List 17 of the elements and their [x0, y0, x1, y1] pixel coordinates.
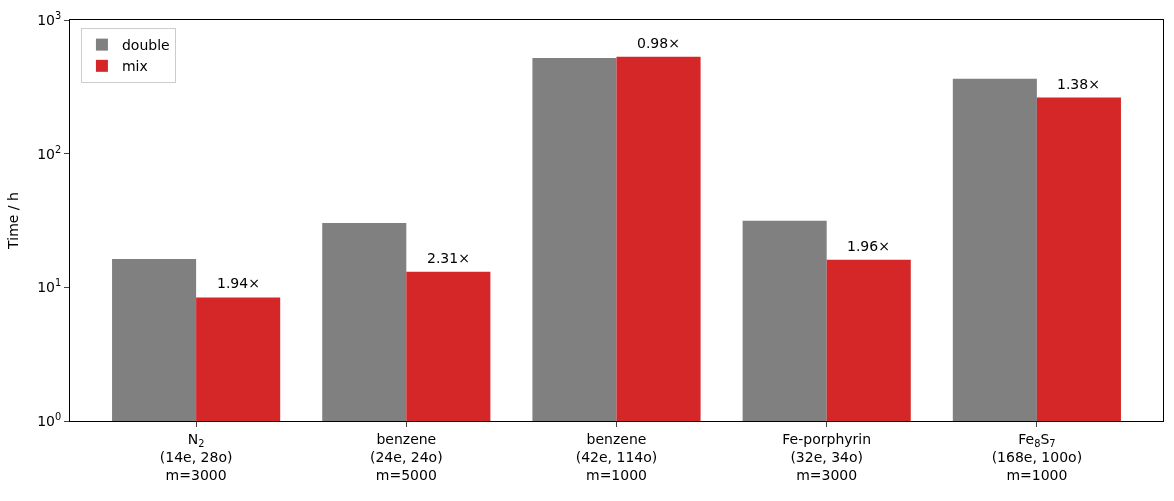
y-tick-label: 10$^{0}$ — [37, 411, 62, 429]
legend-label: double — [121, 37, 170, 54]
x-tick-label: Fe-porphyrin (32e, 34o) m=3000 — [782, 430, 872, 484]
y-tick-label: 10$^{1}$ — [37, 277, 62, 296]
annotation: 2.31× — [427, 250, 470, 266]
y-tick-label: 10$^{2}$ — [37, 143, 62, 162]
annotation: 1.96× — [847, 238, 890, 254]
annotation: 1.38× — [1057, 76, 1100, 92]
x-tick-label: N$_{2}$ (14e, 28o) m=3000 — [159, 430, 233, 484]
annotation: 0.98× — [637, 35, 680, 51]
x-tick-label: benzene (42e, 114o) m=1000 — [575, 430, 658, 484]
x-tick-label: Fe$_{8}$S$_{7}$ (168e, 100o) m=1000 — [991, 430, 1083, 484]
legend-label: mix — [121, 58, 148, 75]
y-tick-label: 10$^{3}$ — [37, 10, 62, 28]
annotation: 1.94× — [217, 275, 260, 291]
x-tick-label: benzene (24e, 24o) m=5000 — [369, 430, 443, 484]
y-axis-title: Time / h — [4, 192, 21, 250]
